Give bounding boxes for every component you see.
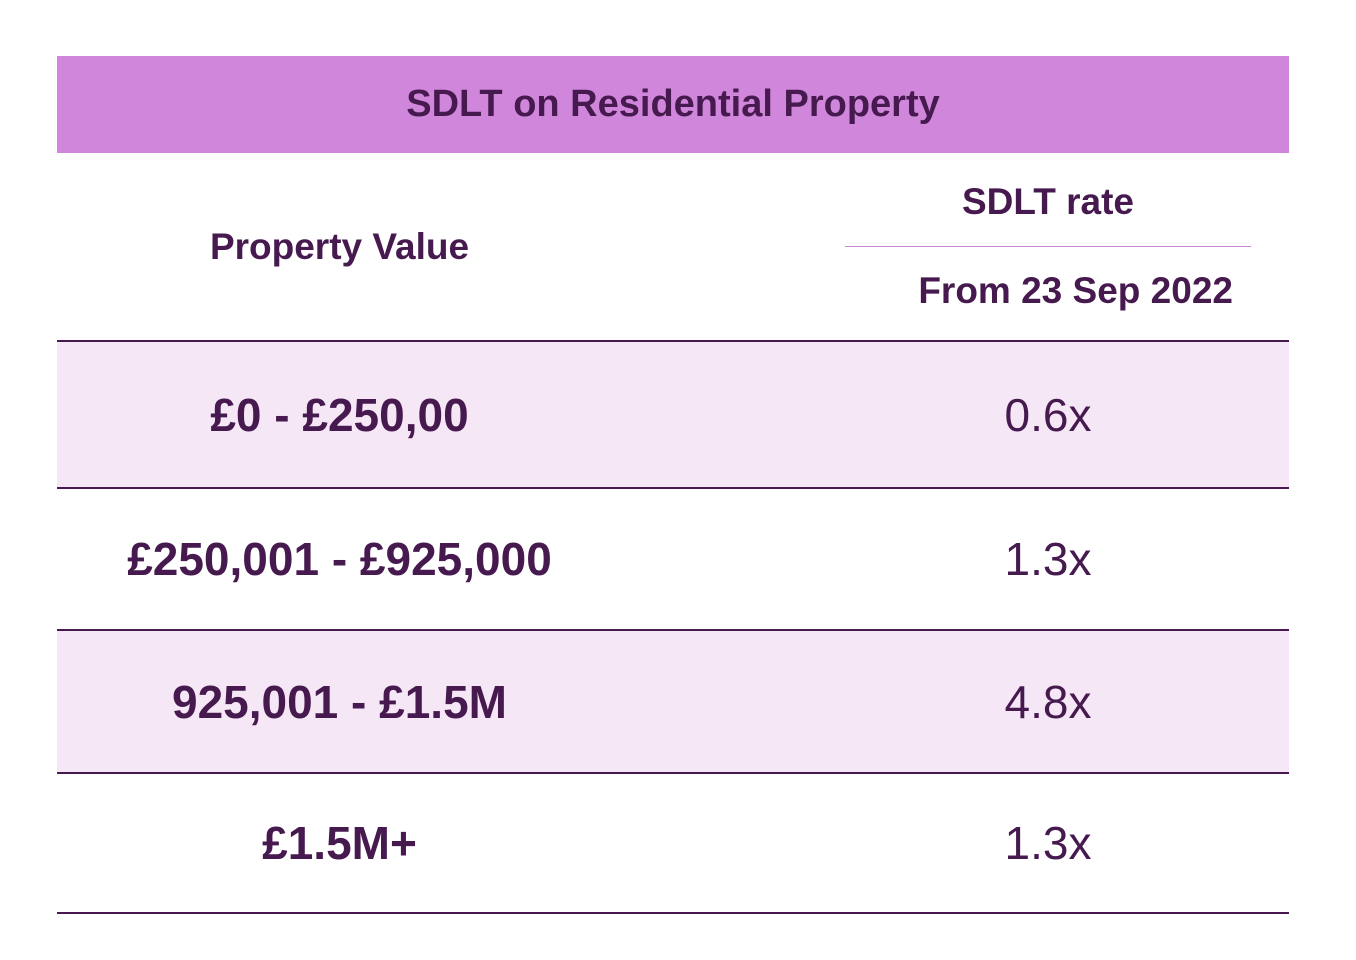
table-row: £250,001 - £925,000 1.3x <box>57 489 1289 631</box>
row-sdlt-rate: 1.3x <box>1004 817 1092 869</box>
row-property-value: £0 - £250,00 <box>210 388 469 441</box>
row-property-value: 925,001 - £1.5M <box>171 675 507 728</box>
table-title: SDLT on Residential Property <box>57 56 1289 153</box>
header-from-date: From 23 Sep 2022 <box>918 270 1233 311</box>
row-property-value: £250,001 - £925,000 <box>127 533 552 585</box>
table-row: £0 - £250,00 0.6x <box>57 342 1289 489</box>
row-property-value: £1.5M+ <box>262 817 417 869</box>
header-sdlt-rate: SDLT rate <box>961 181 1134 222</box>
header-divider <box>845 246 1251 247</box>
header-sdlt-rate-group: SDLT rate From 23 Sep 2022 <box>845 153 1251 340</box>
row-sdlt-rate: 0.6x <box>1004 388 1092 441</box>
row-sdlt-rate: 4.8x <box>1004 675 1092 728</box>
sdlt-table: SDLT on Residential Property Property Va… <box>57 56 1289 914</box>
header-property-value: Property Value <box>209 225 470 267</box>
table-row: £1.5M+ 1.3x <box>57 774 1289 914</box>
table-header: Property Value SDLT rate From 23 Sep 202… <box>57 153 1289 342</box>
row-sdlt-rate: 1.3x <box>1004 533 1092 585</box>
table-row: 925,001 - £1.5M 4.8x <box>57 631 1289 774</box>
